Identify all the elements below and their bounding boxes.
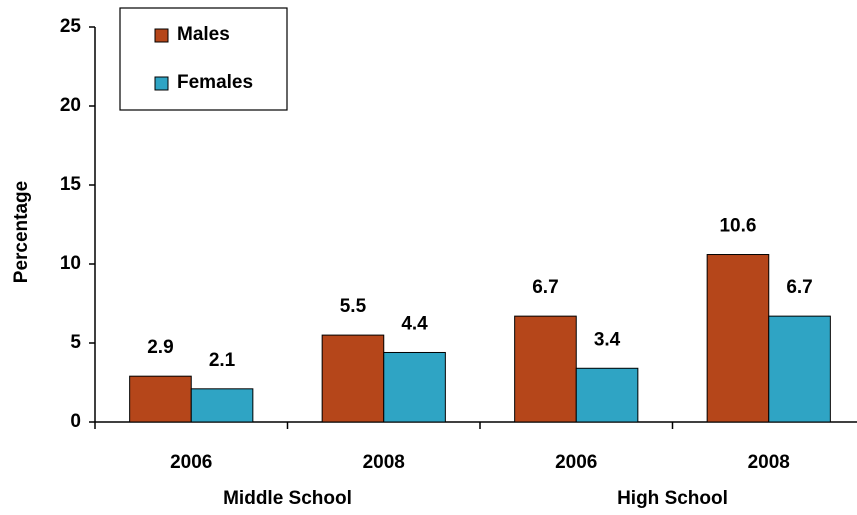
value-label: 2.1 [209,350,236,371]
legend-swatch [154,28,169,43]
legend-box [119,7,288,111]
y-tick-label: 10 [60,253,81,274]
legend-label: Males [177,24,230,45]
legend-label: Females [177,72,253,93]
y-tick-label: 0 [70,411,81,432]
value-label: 2.9 [147,337,173,358]
value-label: 3.4 [594,329,621,350]
bar [321,334,385,423]
bar [383,351,446,423]
y-axis-label: Percentage [11,181,32,283]
value-label: 6.7 [532,277,558,298]
y-tick-label: 5 [70,332,81,353]
x-tick-label: 2006 [555,452,597,473]
value-label: 6.7 [786,277,812,298]
y-tick-label: 15 [60,174,82,195]
group-label: High School [617,488,728,509]
bar [129,375,192,423]
group-label: Middle School [223,488,352,509]
x-tick-label: 2006 [170,452,212,473]
x-tick-label: 2008 [748,452,790,473]
value-label: 5.5 [340,296,367,317]
bar [575,367,639,423]
y-tick-label: 20 [60,95,81,116]
bar [190,388,254,423]
y-tick-label: 25 [60,16,82,37]
value-label: 10.6 [719,216,756,237]
x-tick-label: 2008 [363,452,405,473]
bar [514,315,577,423]
bar [768,315,831,423]
legend-swatch [154,76,169,91]
bar [706,254,770,423]
value-label: 4.4 [401,313,428,334]
